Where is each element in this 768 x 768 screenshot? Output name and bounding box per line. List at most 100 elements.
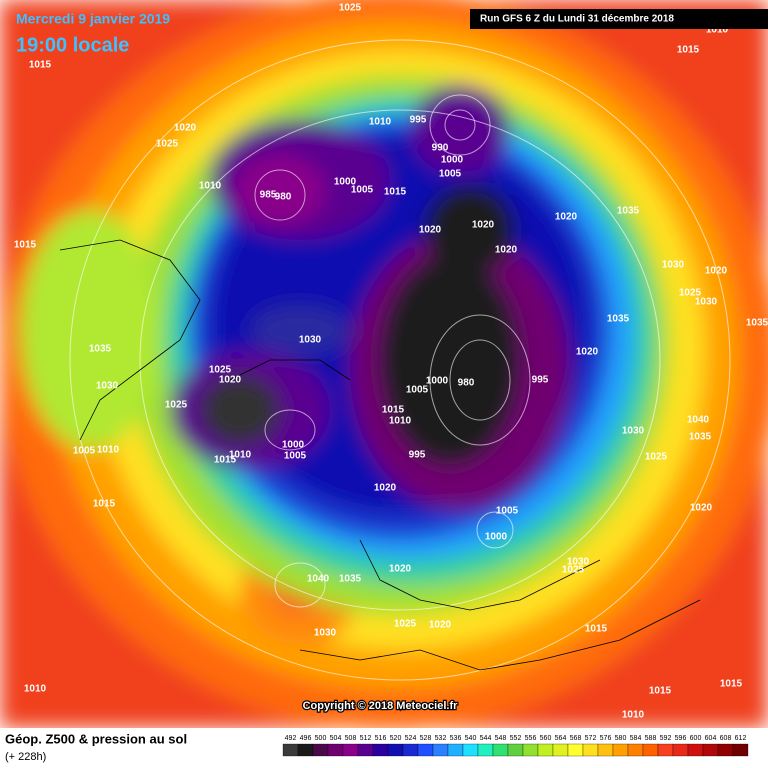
footer-title: Géop. Z500 & pression au sol [5,731,187,746]
pressure-label: 1015 [649,686,672,697]
pressure-label: 1035 [339,574,362,585]
scale-label: 588 [645,735,657,742]
scale-swatch [522,743,539,757]
pressure-label: 1005 [351,185,374,196]
pressure-label: 980 [275,192,292,203]
scale-swatch [627,743,644,757]
scale-swatch [672,743,689,757]
scale-swatch [372,743,389,757]
pressure-label: 1010 [199,181,222,192]
footer-lead: (+ 228h) [5,751,46,763]
pressure-label: 995 [532,375,549,386]
pressure-label: 1015 [382,405,405,416]
scale-label: 500 [315,735,327,742]
scale-swatch [342,743,359,757]
scale-label: 536 [450,735,462,742]
pressure-label: 1030 [622,426,645,437]
pressure-label: 1025 [156,139,179,150]
pressure-label: 1030 [662,260,685,271]
pressure-label: 1005 [439,169,462,180]
pressure-label: 1015 [585,624,608,635]
scale-swatch [357,743,374,757]
pressure-label: 980 [458,378,475,389]
pressure-label: 1020 [419,225,442,236]
run-box [470,9,768,29]
scale-label: 576 [600,735,612,742]
scale-swatch [657,743,674,757]
pressure-label: 1025 [339,3,362,14]
scale-label: 604 [705,735,717,742]
pressure-label: 1005 [406,385,429,396]
scale-swatch [282,743,299,757]
scale-label: 516 [375,735,387,742]
scale-swatch [612,743,629,757]
scale-swatch [492,743,509,757]
scale-swatch [507,743,524,757]
pressure-label: 1015 [29,60,52,71]
scale-swatch [537,743,554,757]
pressure-label: 1030 [314,628,337,639]
scale-label: 612 [735,735,747,742]
scale-swatch [597,743,614,757]
pressure-label: 1010 [389,416,412,427]
pressure-label: 1035 [89,344,112,355]
pressure-label: 1015 [14,240,37,251]
pressure-label: 1040 [687,415,710,426]
scale-label: 504 [330,735,342,742]
date: Mercredi 9 janvier 2019 [16,11,170,27]
pressure-label: 1000 [334,177,357,188]
pressure-label: 1015 [384,187,407,198]
pressure-label: 1020 [495,245,518,256]
scale-swatch [702,743,719,757]
pressure-label: 1020 [429,620,452,631]
scale-label: 568 [570,735,582,742]
scale-label: 548 [495,735,507,742]
scale-swatch [582,743,599,757]
pressure-label: 1010 [369,117,392,128]
pressure-label: 1035 [746,318,768,329]
pressure-label: 1000 [426,376,449,387]
scale-label: 584 [630,735,642,742]
scale-label: 592 [660,735,672,742]
pressure-label: 1020 [555,212,578,223]
scale-swatch [297,743,314,757]
pressure-label: 1020 [472,220,495,231]
pressure-label: 1030 [299,335,322,346]
pressure-label: 1010 [229,450,252,461]
run-info: Run GFS 6 Z du Lundi 31 décembre 2018 [480,14,674,25]
pressure-label: 1020 [374,483,397,494]
pressure-label: 995 [409,450,426,461]
scale-swatch [432,743,449,757]
scale-swatch [552,743,569,757]
scale-label: 556 [525,735,537,742]
pressure-label: 1035 [607,314,630,325]
scale-swatch [312,743,329,757]
scale-swatch [642,743,659,757]
pressure-label: 995 [410,115,427,126]
pressure-label: 1010 [706,25,729,36]
pressure-label: 1015 [214,455,237,466]
pressure-label: 990 [432,143,449,154]
pressure-label: 985 [260,190,277,201]
scale-swatch [462,743,479,757]
pressure-label: 1010 [97,445,120,456]
scale-label: 532 [435,735,447,742]
scale-label: 512 [360,735,372,742]
scale-swatch [417,743,434,757]
scale-swatch [402,743,419,757]
pressure-label: 1025 [209,365,232,376]
scale-swatch [687,743,704,757]
pressure-label: 1005 [496,506,519,517]
pressure-label: 1010 [24,684,47,695]
scale-label: 608 [720,735,732,742]
pressure-label: 1025 [645,452,668,463]
scale-swatch [732,743,749,757]
pressure-label: 1000 [282,440,305,451]
scale-label: 564 [555,735,567,742]
scale-swatch [447,743,464,757]
pressure-label: 1020 [389,564,412,575]
scale-swatch [387,743,404,757]
